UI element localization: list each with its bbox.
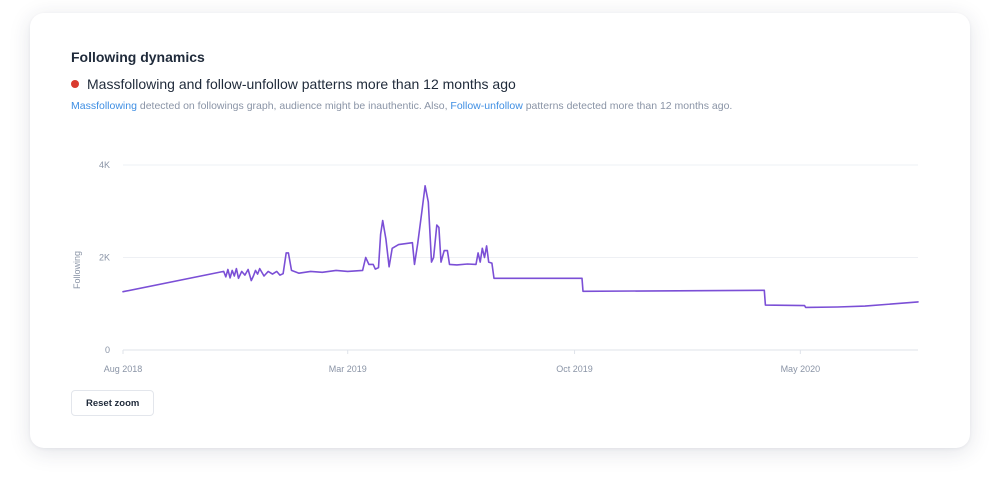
x-tick-label: Aug 2018	[104, 364, 143, 374]
following-series-line	[122, 185, 919, 309]
following-dynamics-card: Following dynamics Massfollowing and fol…	[30, 13, 970, 448]
y-tick-label: 2K	[99, 253, 110, 263]
y-tick-label: 0	[105, 345, 110, 355]
massfollowing-link[interactable]: Massfollowing	[71, 100, 137, 112]
x-tick-label: May 2020	[781, 364, 821, 374]
alert-title: Massfollowing and follow-unfollow patter…	[87, 76, 516, 92]
following-line-chart[interactable]: 0 2K 4K Aug 2018 Mar 2019 Oct 2019 May 2020 F…	[30, 13, 970, 383]
alert-status-dot-icon	[71, 80, 79, 88]
x-tick-label: Oct 2019	[556, 364, 593, 374]
alert-description: Massfollowing detected on followings gra…	[71, 97, 771, 115]
alert-description-text-2: patterns detected more than 12 months ag…	[522, 100, 733, 112]
follow-unfollow-link[interactable]: Follow-unfollow	[450, 100, 523, 112]
y-axis-label: Following	[72, 251, 82, 289]
x-tick-label: Mar 2019	[329, 364, 367, 374]
alert-row: Massfollowing and follow-unfollow patter…	[71, 76, 516, 92]
y-tick-label: 4K	[99, 160, 110, 170]
reset-zoom-button[interactable]: Reset zoom	[71, 390, 155, 416]
alert-description-text-1: detected on followings graph, audience m…	[136, 100, 451, 112]
card-title: Following dynamics	[71, 49, 205, 65]
